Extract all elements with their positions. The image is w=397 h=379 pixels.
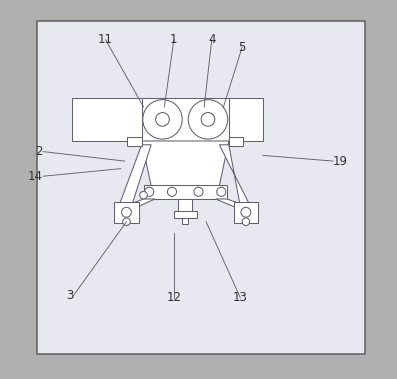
Text: 14: 14 [28, 170, 43, 183]
Bar [178, 199, 192, 213]
Text: 5: 5 [238, 41, 246, 54]
Polygon shape [121, 199, 155, 208]
Circle shape [188, 100, 228, 139]
Circle shape [123, 218, 130, 226]
Text: 13: 13 [233, 291, 248, 304]
Circle shape [201, 113, 215, 126]
Circle shape [168, 187, 177, 196]
Circle shape [140, 191, 147, 199]
Text: 12: 12 [166, 291, 181, 304]
Text: 3: 3 [66, 289, 73, 302]
Bar [114, 202, 139, 223]
Bar [229, 137, 243, 146]
Circle shape [156, 113, 169, 126]
Text: 19: 19 [333, 155, 348, 168]
Bar [229, 98, 263, 141]
Text: 2: 2 [36, 145, 43, 158]
Text: 11: 11 [98, 33, 113, 46]
Text: 4: 4 [208, 33, 216, 46]
Circle shape [217, 187, 226, 196]
Polygon shape [115, 145, 151, 216]
Bar [71, 98, 142, 141]
Polygon shape [220, 145, 255, 216]
Polygon shape [142, 141, 229, 186]
Circle shape [194, 187, 203, 196]
Bar [37, 21, 365, 354]
Circle shape [143, 100, 182, 139]
Bar [127, 137, 142, 146]
Circle shape [242, 218, 250, 226]
Bar [142, 98, 229, 141]
Text: 1: 1 [170, 33, 177, 46]
Bar [233, 202, 258, 223]
Bar [182, 218, 188, 224]
Circle shape [241, 207, 251, 217]
Circle shape [121, 207, 131, 217]
Polygon shape [216, 199, 252, 208]
Circle shape [145, 187, 154, 196]
Bar [144, 185, 227, 199]
Bar [174, 211, 197, 218]
